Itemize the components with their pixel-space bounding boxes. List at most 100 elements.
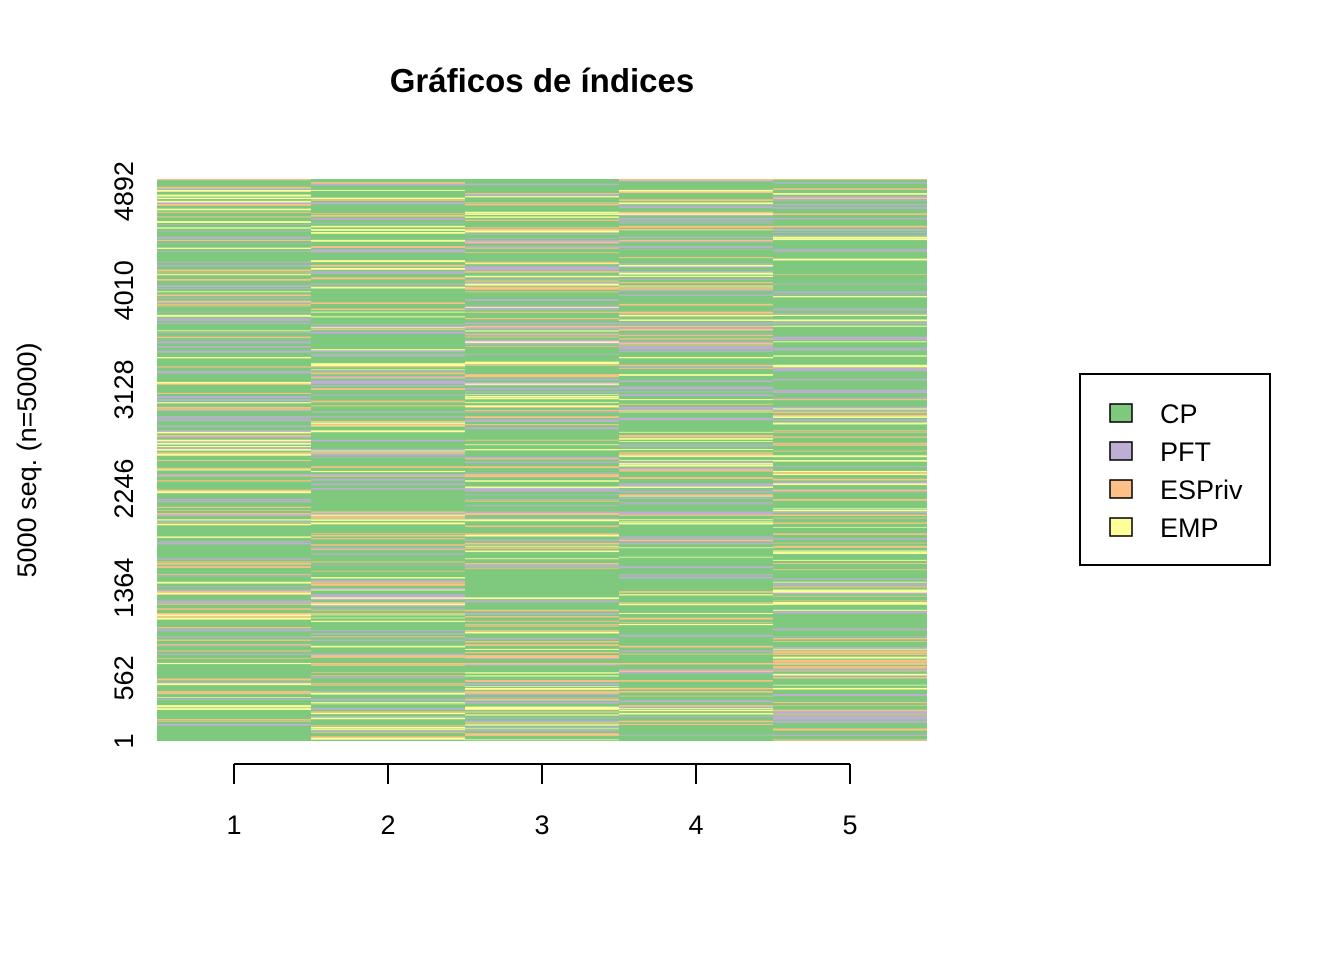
- heatmap-stripe: [619, 419, 773, 421]
- heatmap-stripe: [619, 469, 773, 471]
- heatmap-stripe: [773, 522, 927, 524]
- heatmap-stripe: [157, 330, 311, 332]
- heatmap-stripe: [311, 717, 465, 720]
- heatmap-stripe: [465, 449, 619, 451]
- heatmap-stripe: [157, 561, 311, 563]
- heatmap-stripe: [311, 478, 465, 481]
- heatmap-stripe: [311, 405, 465, 407]
- heatmap-stripe: [465, 196, 619, 198]
- heatmap-stripe: [619, 556, 773, 558]
- heatmap-stripe: [157, 302, 311, 304]
- heatmap-stripe: [311, 331, 465, 334]
- heatmap-column-base: [465, 179, 619, 741]
- heatmap-stripe: [157, 602, 311, 604]
- heatmap-stripe: [157, 683, 311, 686]
- heatmap-stripe: [619, 294, 773, 296]
- heatmap-stripe: [157, 194, 311, 197]
- heatmap-stripe: [465, 456, 619, 459]
- heatmap-stripe: [465, 566, 619, 567]
- heatmap-stripe: [773, 207, 927, 209]
- heatmap-stripe: [465, 686, 619, 688]
- heatmap-stripe: [773, 291, 927, 294]
- heatmap-stripe: [773, 653, 927, 655]
- heatmap-stripe: [157, 542, 311, 545]
- heatmap-stripe: [157, 692, 311, 695]
- heatmap-stripe: [157, 319, 311, 321]
- heatmap-stripe: [773, 225, 927, 228]
- heatmap-stripe: [465, 381, 619, 384]
- heatmap-stripe: [619, 257, 773, 259]
- heatmap-stripe: [619, 394, 773, 397]
- heatmap-stripe: [157, 197, 311, 200]
- heatmap-stripe: [311, 450, 465, 452]
- heatmap-stripe: [157, 399, 311, 402]
- heatmap-stripe: [773, 338, 927, 341]
- heatmap-stripe: [311, 534, 465, 537]
- heatmap-stripe: [773, 652, 927, 654]
- heatmap-stripe: [157, 230, 311, 232]
- heatmap-stripe: [311, 614, 465, 616]
- heatmap-stripe: [773, 397, 927, 399]
- heatmap-stripe: [311, 630, 465, 632]
- heatmap-stripe: [157, 372, 311, 374]
- heatmap-stripe: [157, 447, 311, 450]
- heatmap-stripe: [773, 236, 927, 239]
- heatmap-stripe: [157, 297, 311, 299]
- heatmap-stripe: [465, 183, 619, 186]
- heatmap-stripe: [157, 294, 311, 297]
- heatmap-stripe: [465, 269, 619, 271]
- heatmap-stripe: [157, 339, 311, 341]
- heatmap-stripe: [465, 728, 619, 730]
- heatmap-stripe: [619, 612, 773, 614]
- heatmap-stripe: [157, 416, 311, 418]
- heatmap-stripe: [773, 444, 927, 446]
- heatmap-stripe: [311, 330, 465, 332]
- heatmap-stripe: [619, 538, 773, 539]
- heatmap-stripe: [619, 271, 773, 273]
- heatmap-stripe: [157, 272, 311, 274]
- heatmap-stripe: [311, 483, 465, 486]
- heatmap-stripe: [773, 595, 927, 597]
- heatmap-stripe: [619, 391, 773, 393]
- heatmap-stripe: [773, 474, 927, 476]
- heatmap-stripe: [619, 333, 773, 335]
- heatmap-stripe: [619, 435, 773, 437]
- x-tick-label: 4: [688, 810, 703, 840]
- heatmap-stripe: [619, 278, 773, 280]
- heatmap-stripe: [619, 246, 773, 248]
- heatmap-stripe: [157, 392, 311, 394]
- heatmap-stripe: [773, 600, 927, 602]
- heatmap-stripe: [157, 186, 311, 189]
- heatmap-stripe: [773, 232, 927, 233]
- heatmap-stripe: [157, 341, 311, 344]
- heatmap-stripe: [311, 385, 465, 387]
- heatmap-stripe: [465, 395, 619, 398]
- heatmap-stripe: [773, 296, 927, 298]
- heatmap-stripe: [157, 314, 311, 317]
- heatmap-stripe: [157, 453, 311, 456]
- heatmap-column-5: [773, 179, 927, 741]
- heatmap-stripe: [311, 519, 465, 521]
- heatmap-stripe: [773, 193, 927, 195]
- heatmap-stripe: [773, 322, 927, 325]
- heatmap-stripe: [773, 517, 927, 519]
- heatmap-stripe: [619, 325, 773, 328]
- heatmap-stripe: [465, 545, 619, 547]
- y-tick-label: 1: [109, 733, 139, 748]
- heatmap-stripe: [311, 430, 465, 433]
- heatmap-stripe: [465, 739, 619, 741]
- heatmap-stripe: [619, 399, 773, 401]
- heatmap-stripe: [619, 239, 773, 242]
- heatmap-stripe: [619, 705, 773, 708]
- heatmap-stripe: [311, 424, 465, 427]
- heatmap-stripe: [465, 534, 619, 537]
- heatmap-stripe: [311, 583, 465, 586]
- heatmap-stripe: [157, 264, 311, 267]
- heatmap-stripe: [465, 711, 619, 713]
- heatmap-stripe: [311, 353, 465, 355]
- heatmap-stripe: [619, 453, 773, 456]
- heatmap-stripe: [619, 282, 773, 284]
- heatmap-stripe: [311, 577, 465, 579]
- heatmap-stripe: [773, 367, 927, 370]
- legend-swatch: [1109, 441, 1133, 461]
